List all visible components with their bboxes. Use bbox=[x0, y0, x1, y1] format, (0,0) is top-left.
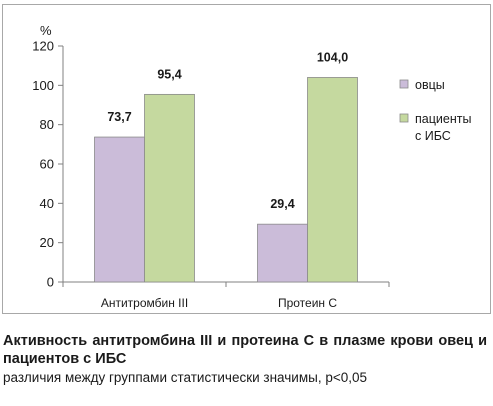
y-tick-label: 20 bbox=[40, 235, 54, 250]
y-tick-label: 0 bbox=[47, 275, 54, 290]
y-tick-label: 100 bbox=[32, 78, 54, 93]
bar-data-label: 104,0 bbox=[317, 50, 348, 64]
y-tick-label: 60 bbox=[40, 157, 54, 172]
y-unit-label: % bbox=[40, 23, 52, 38]
legend-swatch bbox=[399, 113, 409, 123]
x-axis: Антитромбин III Протеин С bbox=[62, 281, 390, 310]
y-tick-label: 80 bbox=[40, 117, 54, 132]
x-category-label: Протеин С bbox=[278, 296, 337, 310]
bar bbox=[307, 77, 358, 283]
caption-title: Активность антитромбина III и протеина С… bbox=[3, 333, 487, 367]
y-axis: 0 20 40 60 80 100 120 bbox=[32, 39, 64, 290]
legend-label: пациенты с ИБС bbox=[415, 112, 471, 143]
bar bbox=[257, 223, 308, 283]
legend: овцы пациенты с ИБС bbox=[399, 78, 471, 143]
x-category-label: Антитромбин III bbox=[101, 296, 188, 310]
bar bbox=[144, 93, 195, 283]
bar-data-label: 73,7 bbox=[107, 110, 131, 124]
bar-data-label: 29,4 bbox=[270, 197, 294, 211]
chart-panel: % 0 20 40 60 80 100 120 Антитромбин III Протеин… bbox=[2, 4, 491, 314]
bar-chart: % 0 20 40 60 80 100 120 Антитромбин III Протеин… bbox=[32, 23, 471, 310]
y-tick-label: 120 bbox=[32, 39, 54, 54]
bar-data-label: 95,4 bbox=[157, 67, 181, 81]
caption-note: различия между группами статистически зн… bbox=[3, 370, 367, 385]
legend-swatch bbox=[399, 79, 409, 89]
figure-caption: Активность антитромбина III и протеина С… bbox=[3, 332, 487, 387]
bars: 73,7 95,4 29,4 104,0 bbox=[94, 50, 358, 283]
y-tick-label: 40 bbox=[40, 196, 54, 211]
bar bbox=[94, 136, 145, 283]
legend-label: овцы bbox=[415, 78, 445, 92]
